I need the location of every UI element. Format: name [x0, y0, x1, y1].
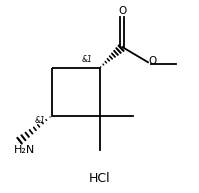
Text: O: O — [118, 6, 126, 16]
Text: &1: &1 — [34, 116, 45, 125]
Text: O: O — [149, 56, 157, 66]
Text: HCl: HCl — [89, 172, 110, 185]
Text: &1: &1 — [82, 55, 93, 64]
Text: H₂N: H₂N — [14, 145, 35, 155]
